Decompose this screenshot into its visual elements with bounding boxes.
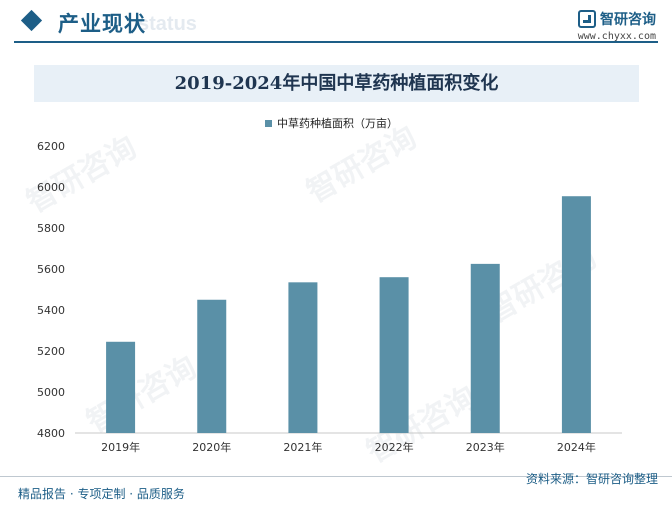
y-tick-label: 6200 <box>37 140 65 153</box>
y-tick-label: 4800 <box>37 427 65 440</box>
bar <box>197 299 227 433</box>
y-tick-label: 5000 <box>37 386 65 399</box>
x-tick-label: 2021年 <box>283 440 322 454</box>
bar <box>379 277 409 433</box>
chart-legend: 中草药种植面积（万亩） <box>265 115 398 131</box>
chart-title: 2019-2024年中国中草药种植面积变化 <box>34 65 639 102</box>
footer-divider <box>0 476 672 477</box>
page-header: status 产业现状 智研咨询 www.chyxx.com <box>0 0 672 44</box>
legend-label: 中草药种植面积（万亩） <box>277 117 398 130</box>
x-tick-label: 2024年 <box>557 440 596 454</box>
header-divider <box>14 41 658 43</box>
x-tick-label: 2020年 <box>192 440 231 454</box>
bar <box>288 282 318 433</box>
bar-chart: 4800 5000 5200 5400 5600 5800 6000 6200 2019年 202… <box>37 140 622 454</box>
section-title: 产业现状 <box>58 12 146 36</box>
brand-logo-icon <box>578 10 596 28</box>
section-watermark: status <box>138 13 197 35</box>
bar <box>106 341 136 433</box>
brand-name: 智研咨询 <box>600 12 656 28</box>
y-tick-label: 5200 <box>37 345 65 358</box>
footer-tagline: 精品报告 · 专项定制 · 品质服务 <box>18 487 185 501</box>
y-tick-label: 5800 <box>37 222 65 235</box>
y-tick-label: 5400 <box>37 304 65 317</box>
footer-source: 资料来源：智研咨询整理 <box>525 472 658 486</box>
x-tick-label: 2019年 <box>101 440 140 454</box>
x-tick-label: 2022年 <box>375 440 414 454</box>
bar <box>470 263 500 433</box>
brand: 智研咨询 www.chyxx.com <box>578 9 656 42</box>
y-tick-label: 6000 <box>37 181 65 194</box>
brand-url: www.chyxx.com <box>577 31 656 42</box>
x-tick-label: 2023年 <box>466 440 505 454</box>
bar <box>561 196 591 433</box>
legend-swatch <box>265 119 272 127</box>
y-tick-label: 5600 <box>37 263 65 276</box>
